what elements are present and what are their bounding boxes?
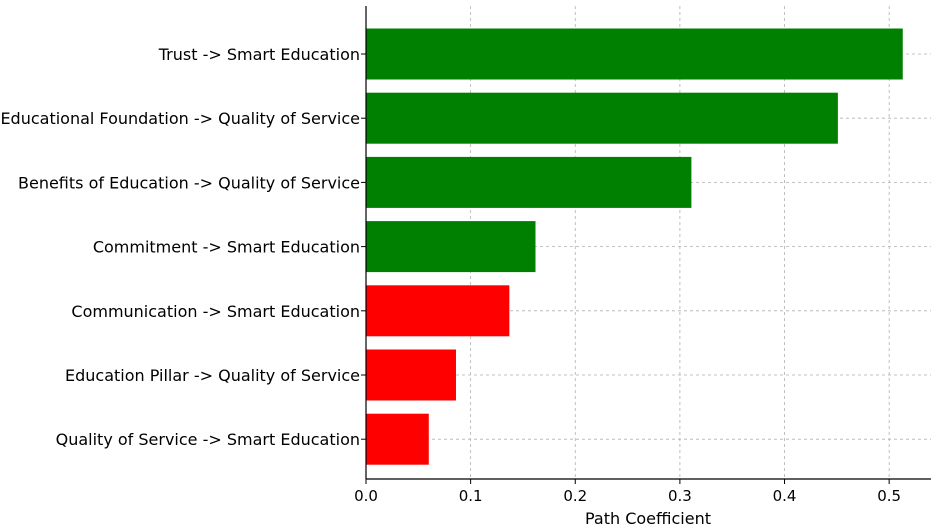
x-tick-label: 0.1	[459, 487, 483, 505]
bar	[366, 28, 903, 80]
x-tick-label: 0.2	[563, 487, 587, 505]
x-tick-label: 0.5	[877, 487, 901, 505]
category-label: Communication -> Smart Education	[71, 302, 360, 321]
axes-layer	[361, 6, 931, 484]
labels-layer: 0.0 0.1 0.2 0.3 0.4 0.5 Trust -> Smart Educati…	[0, 45, 901, 505]
bar	[366, 285, 510, 337]
bar	[366, 413, 429, 465]
bar	[366, 92, 838, 144]
category-label: Trust -> Smart Education	[158, 45, 360, 64]
x-tick-label: 0.3	[668, 487, 692, 505]
bar	[366, 349, 456, 401]
category-label: Benefits of Education -> Quality of Serv…	[18, 173, 360, 192]
category-label: Educational Foundation -> Quality of Ser…	[0, 109, 360, 128]
bar	[366, 221, 536, 273]
x-axis-title: Path Coefficient	[585, 509, 711, 528]
category-label: Education Pillar -> Quality of Service	[65, 366, 360, 385]
bar	[366, 156, 692, 208]
category-label: Quality of Service -> Smart Education	[56, 430, 360, 449]
category-label: Commitment -> Smart Education	[93, 238, 360, 257]
x-tick-label: 0.4	[773, 487, 797, 505]
x-tick-label: 0.0	[354, 487, 378, 505]
bars-layer	[366, 28, 903, 465]
